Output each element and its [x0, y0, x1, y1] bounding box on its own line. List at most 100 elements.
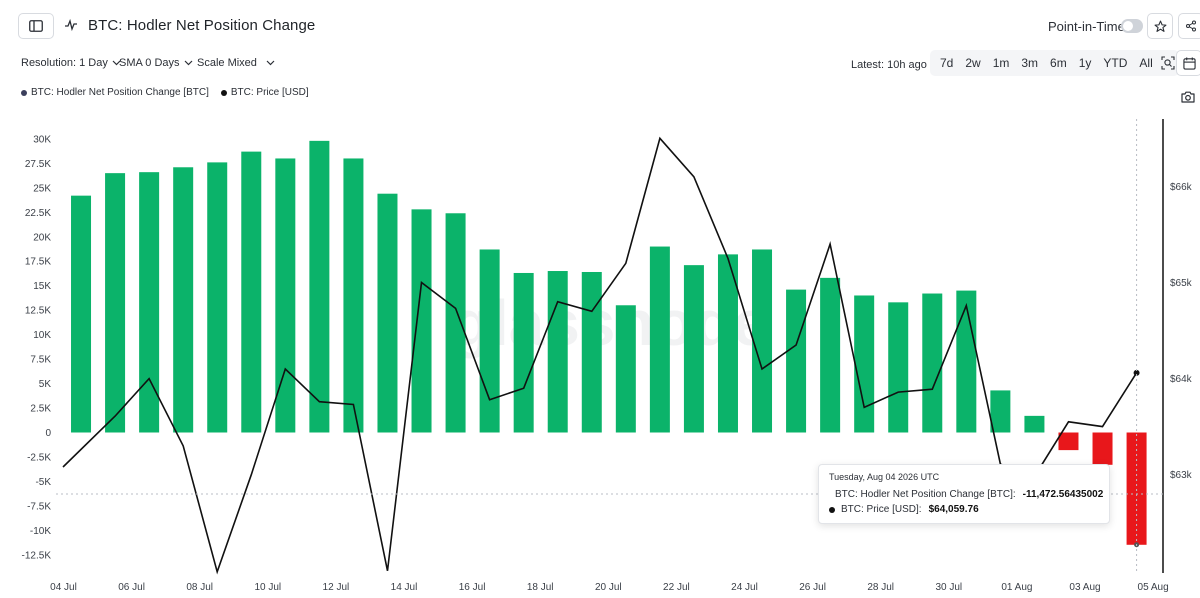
chart-legend: BTC: Hodler Net Position Change [BTC] BT…	[21, 87, 309, 98]
bar[interactable]	[956, 290, 977, 433]
bar[interactable]	[786, 289, 807, 433]
bar[interactable]	[752, 249, 773, 433]
legend-dot	[220, 89, 227, 96]
x-axis-tick-label: 14 Jul	[391, 582, 418, 593]
right-axis-tick-label: $64k	[1170, 374, 1193, 385]
bar[interactable]	[547, 271, 568, 433]
watermark-text: glassnode	[452, 287, 769, 359]
chart-plot-area[interactable]: glassnode 30K 27.5K 25K 22.5K 20K 17.5K 15K 12.…	[0, 105, 1200, 598]
favorite-button[interactable]	[1147, 13, 1173, 39]
time-range-group: 7d 2w 1m 3m 6m 1y YTD All	[930, 50, 1179, 76]
x-axis-tick-label: 03 Aug	[1069, 582, 1100, 593]
sma-label: SMA 0 Days	[119, 57, 180, 69]
share-button[interactable]	[1178, 13, 1200, 39]
bar[interactable]	[854, 295, 875, 433]
x-axis-tick-label: 12 Jul	[323, 582, 350, 593]
zoom-search-icon[interactable]	[1161, 56, 1175, 70]
range-3m-button[interactable]: 3m	[1021, 56, 1039, 70]
scale-label: Scale Mixed	[197, 57, 257, 69]
bar[interactable]	[922, 293, 943, 433]
range-ytd-button[interactable]: YTD	[1103, 56, 1128, 70]
bar[interactable]	[513, 272, 534, 433]
tooltip-row-net-position: BTC: Hodler Net Position Change [BTC]: -…	[829, 489, 1103, 500]
bar[interactable]	[445, 213, 466, 433]
tooltip-value: $64,059.76	[928, 504, 979, 515]
y-axis-tick-label: -7.5K	[27, 501, 51, 512]
sidebar-icon	[29, 20, 43, 32]
y-axis-tick-label: 20K	[33, 232, 51, 243]
latest-update-label: Latest: 10h ago	[851, 59, 927, 71]
right-axis-tick-label: $63k	[1170, 470, 1193, 481]
bar[interactable]	[581, 271, 602, 433]
screenshot-button[interactable]	[1176, 86, 1200, 108]
x-axis-tick-label: 08 Jul	[186, 582, 213, 593]
bar[interactable]	[683, 265, 704, 433]
range-2w-button[interactable]: 2w	[965, 56, 981, 70]
share-icon	[1186, 20, 1196, 32]
calendar-button[interactable]	[1176, 50, 1200, 76]
range-all-button[interactable]: All	[1139, 56, 1153, 70]
sidebar-toggle-button[interactable]	[18, 13, 54, 39]
y-axis-tick-label: 0	[45, 428, 51, 439]
bar[interactable]	[1058, 432, 1079, 451]
scale-dropdown[interactable]: Scale Mixed	[197, 57, 275, 69]
tooltip-date: Tuesday, Aug 04 2026 UTC	[829, 472, 940, 482]
bar[interactable]	[309, 140, 330, 433]
bar[interactable]	[888, 302, 909, 433]
chart-controls: Resolution: 1 Day SMA 0 Days Scale Mixed…	[0, 50, 1200, 78]
range-6m-button[interactable]: 6m	[1050, 56, 1067, 70]
bar[interactable]	[615, 305, 636, 433]
y-axis-tick-label: 12.5K	[25, 306, 51, 317]
legend-item-net-position[interactable]: BTC: Hodler Net Position Change [BTC]	[21, 87, 209, 98]
range-7d-button[interactable]: 7d	[940, 56, 954, 70]
bar[interactable]	[173, 167, 194, 433]
resolution-dropdown[interactable]: Resolution: 1 Day	[21, 57, 121, 69]
calendar-icon	[1182, 56, 1196, 70]
bar[interactable]	[377, 193, 398, 433]
bar[interactable]	[820, 277, 841, 433]
tooltip-dot	[829, 506, 835, 513]
star-icon	[1154, 20, 1166, 32]
tooltip-row-price: BTC: Price [USD]: $64,059.76	[829, 504, 1099, 515]
bar[interactable]	[207, 162, 228, 433]
bar[interactable]	[105, 173, 126, 433]
y-axis-tick-label: -12.5K	[22, 550, 52, 561]
resolution-label: Resolution: 1 Day	[21, 57, 108, 69]
bar[interactable]	[275, 158, 296, 433]
chevron-down-icon	[266, 60, 275, 66]
y-axis-tick-label: 15K	[33, 281, 51, 292]
y-axis-tick-label: 17.5K	[25, 257, 51, 268]
y-axis-tick-label: -5K	[35, 477, 51, 488]
range-1y-button[interactable]: 1y	[1078, 56, 1092, 70]
y-axis-tick-label: 30K	[33, 134, 51, 145]
bar[interactable]	[71, 195, 92, 433]
bar[interactable]	[1024, 415, 1045, 433]
range-1m-button[interactable]: 1m	[992, 56, 1010, 70]
x-axis-tick-label: 20 Jul	[595, 582, 622, 593]
bar[interactable]	[990, 390, 1011, 433]
bar[interactable]	[343, 158, 364, 433]
bar[interactable]	[479, 249, 500, 433]
sma-dropdown[interactable]: SMA 0 Days	[119, 57, 193, 69]
legend-item-price[interactable]: BTC: Price [USD]	[220, 87, 309, 98]
bar[interactable]	[717, 254, 738, 433]
bar[interactable]	[411, 209, 432, 433]
x-axis-tick-label: 18 Jul	[527, 582, 554, 593]
x-axis-tick-label: 04 Jul	[50, 582, 77, 593]
x-axis-tick-label: 26 Jul	[799, 582, 826, 593]
bar[interactable]	[1126, 432, 1147, 545]
point-in-time-toggle[interactable]	[1121, 19, 1143, 33]
x-axis-tick-label: 10 Jul	[254, 582, 281, 593]
bar[interactable]	[649, 246, 670, 433]
y-axis-tick-label: 22.5K	[25, 208, 51, 219]
legend-dot	[21, 89, 27, 96]
price-line[interactable]	[62, 136, 1138, 575]
bar[interactable]	[1092, 432, 1113, 465]
chart-header: BTC: Hodler Net Position Change Point-in…	[0, 0, 1200, 50]
bar[interactable]	[241, 151, 262, 433]
chevron-down-icon	[184, 60, 192, 66]
tooltip-value: -11,472.56435002	[1022, 489, 1104, 500]
bar[interactable]	[139, 172, 160, 433]
y-axis-tick-label: 10K	[33, 330, 51, 341]
x-axis-tick-label: 01 Aug	[1001, 582, 1032, 593]
